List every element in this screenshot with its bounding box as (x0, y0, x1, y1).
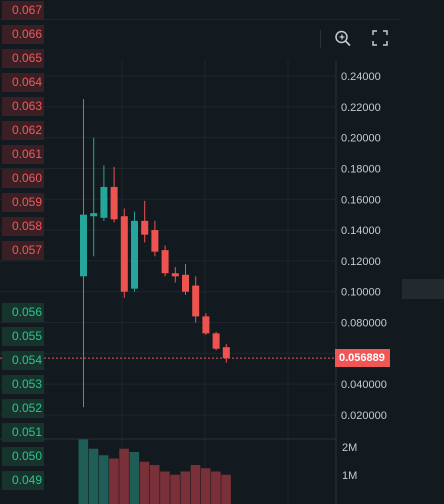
candle-body (90, 213, 98, 217)
candle-body (161, 250, 169, 274)
price-tick-label: 0.18000 (341, 163, 381, 175)
volume-bar (88, 448, 99, 504)
volume-axis: 2M 1M (342, 442, 357, 482)
volume-bar (149, 465, 160, 504)
orderbook-ask-row[interactable]: 0.060 (2, 169, 44, 188)
price-tick-label: 0.24000 (341, 71, 381, 83)
candle-body (192, 285, 200, 317)
price-tick-label: 0.14000 (341, 225, 381, 237)
candle-body (151, 230, 159, 252)
volume-bar (139, 461, 150, 504)
orderbook-ask-row[interactable]: 0.066 (2, 25, 44, 44)
orderbook-ask-row[interactable]: 0.063 (2, 97, 44, 116)
orderbook-ask-row[interactable]: 0.061 (2, 145, 44, 164)
last-price-tag: 0.056889 (335, 349, 390, 367)
candle-body (182, 274, 189, 292)
orderbook-ask-row[interactable]: 0.059 (2, 193, 44, 212)
candlestick-chart[interactable]: 0.24000 0.22000 0.20000 0.18000 0.16000 0.140… (0, 0, 400, 504)
orderbook-bid-row[interactable]: 0.054 (2, 351, 44, 370)
volume-bar (160, 471, 170, 504)
orderbook-ask-row[interactable]: 0.065 (2, 49, 44, 68)
orderbook-spread-row (402, 279, 444, 299)
orderbook-bid-row[interactable]: 0.049 (2, 471, 44, 490)
orderbook-ask-row[interactable]: 0.064 (2, 73, 44, 92)
orderbook-bid-row[interactable]: 0.056 (2, 303, 44, 322)
candle-body (110, 186, 118, 220)
orderbook-bid-row[interactable]: 0.051 (2, 423, 44, 442)
volume-bar (129, 452, 140, 504)
volume-bar (180, 471, 191, 504)
volume-bar (119, 448, 129, 504)
price-axis[interactable]: 0.24000 0.22000 0.20000 0.18000 0.16000 0.140… (341, 71, 387, 422)
price-tick-label: 0.22000 (341, 102, 381, 114)
orderbook-ask-row[interactable]: 0.062 (2, 121, 44, 140)
toolbar-divider (320, 30, 321, 48)
candle-body (80, 214, 87, 277)
orderbook-column (400, 0, 444, 504)
top-toolbar-strip (0, 0, 400, 20)
candle-body (131, 220, 138, 289)
candle-body (202, 316, 210, 334)
candle-body (100, 186, 108, 218)
candle-body (120, 216, 128, 292)
price-tick-label: 0.10000 (341, 287, 381, 299)
price-tick-label: 0.12000 (341, 256, 381, 268)
price-tick-label: 0.080000 (341, 318, 387, 330)
fullscreen-icon[interactable] (368, 26, 392, 50)
candle-body (222, 347, 230, 359)
orderbook-ask-row[interactable]: 0.058 (2, 217, 44, 236)
price-tick-label: 0.20000 (341, 133, 381, 145)
candle-body (141, 220, 149, 235)
orderbook-ask-row[interactable]: 0.057 (2, 241, 44, 260)
volume-tick-label: 2M (342, 442, 357, 454)
candles (80, 99, 230, 408)
price-tick-label: 0.020000 (341, 410, 387, 422)
orderbook-bid-row[interactable]: 0.053 (2, 375, 44, 394)
price-tick-label: 0.040000 (341, 379, 387, 391)
volume-bar (170, 474, 180, 504)
volume-bar (98, 455, 109, 504)
volume-bar (221, 474, 231, 504)
magnify-sparkle-icon[interactable] (331, 26, 355, 50)
orderbook-bid-row[interactable]: 0.050 (2, 447, 44, 466)
volume-bars (78, 439, 231, 504)
candle-body (171, 273, 179, 277)
chart-grid (0, 60, 336, 504)
volume-tick-label: 1M (342, 470, 357, 482)
price-tick-label: 0.16000 (341, 194, 381, 206)
volume-bar (200, 468, 211, 504)
volume-bar (211, 471, 221, 504)
orderbook-ask-row[interactable]: 0.067 (2, 1, 44, 20)
orderbook-bid-row[interactable]: 0.055 (2, 327, 44, 346)
volume-bar (190, 465, 201, 504)
candle-body (212, 333, 220, 349)
volume-bar (109, 458, 119, 504)
volume-bar (78, 439, 89, 504)
orderbook-bid-row[interactable]: 0.052 (2, 399, 44, 418)
